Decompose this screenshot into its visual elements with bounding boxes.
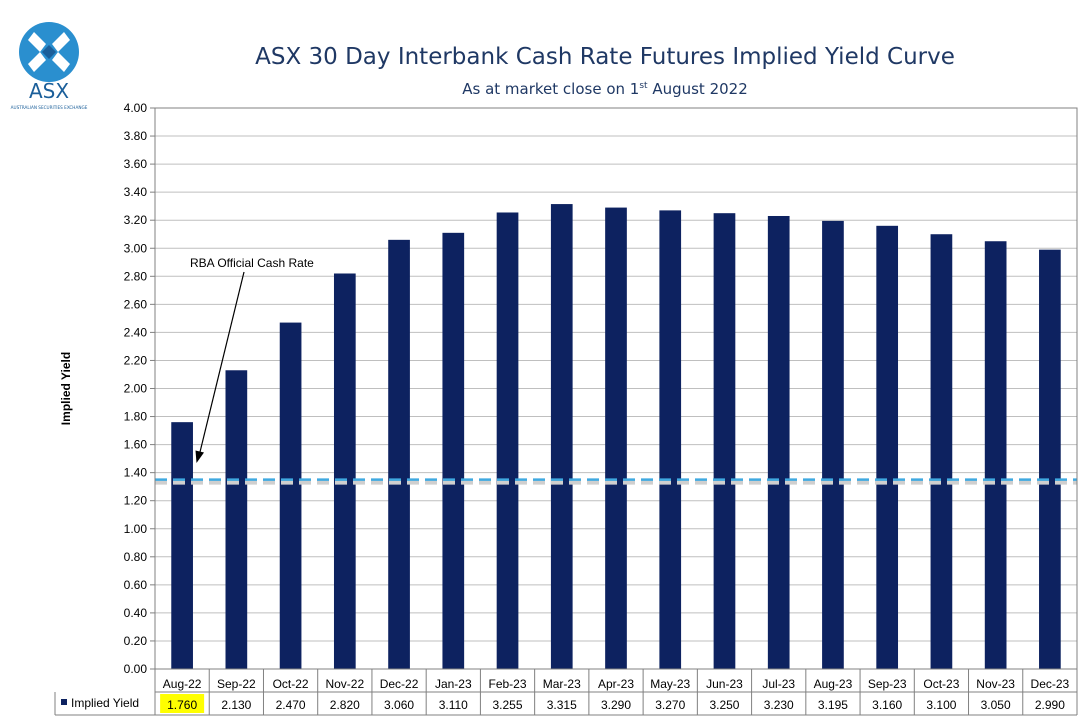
asx-logo-text: ASX (29, 79, 69, 103)
y-tick-label: 2.00 (124, 382, 148, 396)
data-label: 2.130 (221, 698, 251, 712)
bar (605, 207, 627, 669)
data-label: 3.100 (926, 698, 956, 712)
data-label: 3.050 (981, 698, 1011, 712)
bar (388, 239, 410, 669)
x-tick-label: Mar-23 (543, 677, 581, 691)
data-label: 2.820 (330, 698, 360, 712)
y-tick-label: 0.20 (124, 634, 148, 648)
data-label: 3.250 (709, 698, 739, 712)
data-label: 3.270 (655, 698, 685, 712)
y-tick-label: 2.20 (124, 353, 148, 367)
y-tick-label: 2.40 (124, 325, 148, 339)
x-tick-label: Jan-23 (435, 677, 472, 691)
chart-subtitle: As at market close on 1st August 2022 (150, 80, 1060, 98)
y-tick-label: 0.40 (124, 606, 148, 620)
y-tick-label: 4.00 (124, 101, 148, 115)
data-label: 3.230 (764, 698, 794, 712)
subtitle-pre: As at market close on 1 (462, 80, 640, 98)
y-tick-label: 1.40 (124, 466, 148, 480)
data-table: Implied Yield Aug-22 1.760 Sep-22 2.130 Oct-2… (54, 669, 1078, 716)
x-tick-label: Feb-23 (489, 677, 527, 691)
y-tick-label: 1.80 (124, 410, 148, 424)
bar (822, 220, 844, 669)
plot-area (154, 107, 1078, 670)
axis-layer: 0.00 0.20 0.40 0.60 0.80 1.00 1.20 1.40 1.60 1.80… (59, 101, 1078, 676)
data-label: 3.290 (601, 698, 631, 712)
x-tick-label: Aug-22 (163, 677, 202, 691)
x-tick-label: Apr-23 (598, 677, 634, 691)
data-label: 3.195 (818, 698, 848, 712)
annotation-arrow-head (195, 450, 204, 463)
asx-logo-tagline: AUSTRALIAN SECURITIES EXCHANGE (11, 105, 88, 110)
x-tick-label: Nov-23 (976, 677, 1015, 691)
bar (550, 204, 573, 670)
bar (713, 213, 736, 669)
bar (659, 210, 682, 669)
x-tick-label: Dec-23 (1031, 677, 1070, 691)
y-tick-label: 1.20 (124, 494, 148, 508)
subtitle-post: August 2022 (647, 80, 748, 98)
x-tick-label: Jun-23 (706, 677, 743, 691)
x-tick-label: Sep-23 (868, 677, 907, 691)
data-label: 3.060 (384, 698, 414, 712)
y-tick-label: 3.20 (124, 213, 148, 227)
rba-annotation-label: RBA Official Cash Rate (190, 256, 314, 270)
data-label: 2.470 (276, 698, 306, 712)
bar (496, 212, 519, 669)
data-label: 3.315 (547, 698, 577, 712)
y-tick-label: 0.00 (124, 662, 148, 676)
y-tick-label: 3.40 (124, 185, 148, 199)
x-tick-label: May-23 (650, 677, 690, 691)
bar (876, 225, 899, 669)
data-label: 1.760 (167, 698, 197, 712)
y-tick-label: 1.60 (124, 438, 148, 452)
y-axis-label: Implied Yield (59, 352, 73, 425)
bar (279, 322, 302, 669)
y-tick-label: 3.00 (124, 241, 148, 255)
bar (1039, 249, 1061, 669)
y-tick-label: 2.80 (124, 269, 148, 283)
x-tick-label: Oct-22 (273, 677, 309, 691)
x-tick-label: Dec-22 (380, 677, 419, 691)
series-name: Implied Yield (71, 696, 139, 710)
reference-layer: RBA Official Cash Rate (155, 256, 1077, 485)
legend-swatch (61, 699, 67, 705)
data-label: 2.990 (1035, 698, 1065, 712)
chart-title: ASX 30 Day Interbank Cash Rate Futures I… (255, 44, 955, 70)
x-tick-label: Oct-23 (923, 677, 959, 691)
bar (333, 273, 356, 669)
data-label: 3.255 (493, 698, 523, 712)
bar (171, 422, 193, 669)
bar (930, 234, 953, 669)
data-label: 3.160 (872, 698, 902, 712)
y-tick-label: 3.80 (124, 129, 148, 143)
bar-layer (171, 204, 1061, 670)
annotation-arrow-line (199, 271, 245, 453)
bar (442, 232, 465, 669)
y-tick-label: 2.60 (124, 297, 148, 311)
x-tick-label: Aug-23 (814, 677, 853, 691)
x-tick-label: Sep-22 (217, 677, 256, 691)
value-highlight (160, 694, 205, 713)
y-tick-label: 0.80 (124, 550, 148, 564)
x-tick-label: Nov-22 (325, 677, 364, 691)
bar (225, 370, 248, 669)
subtitle-sup: st (639, 81, 648, 91)
bar (767, 215, 790, 669)
bar (984, 241, 1007, 670)
y-tick-label: 3.60 (124, 157, 148, 171)
y-tick-label: 1.00 (124, 522, 148, 536)
asx-logo: ASX AUSTRALIAN SECURITIES EXCHANGE (11, 22, 88, 110)
data-label: 3.110 (439, 698, 468, 712)
x-tick-label: Jul-23 (762, 677, 795, 691)
y-tick-label: 0.60 (124, 578, 148, 592)
